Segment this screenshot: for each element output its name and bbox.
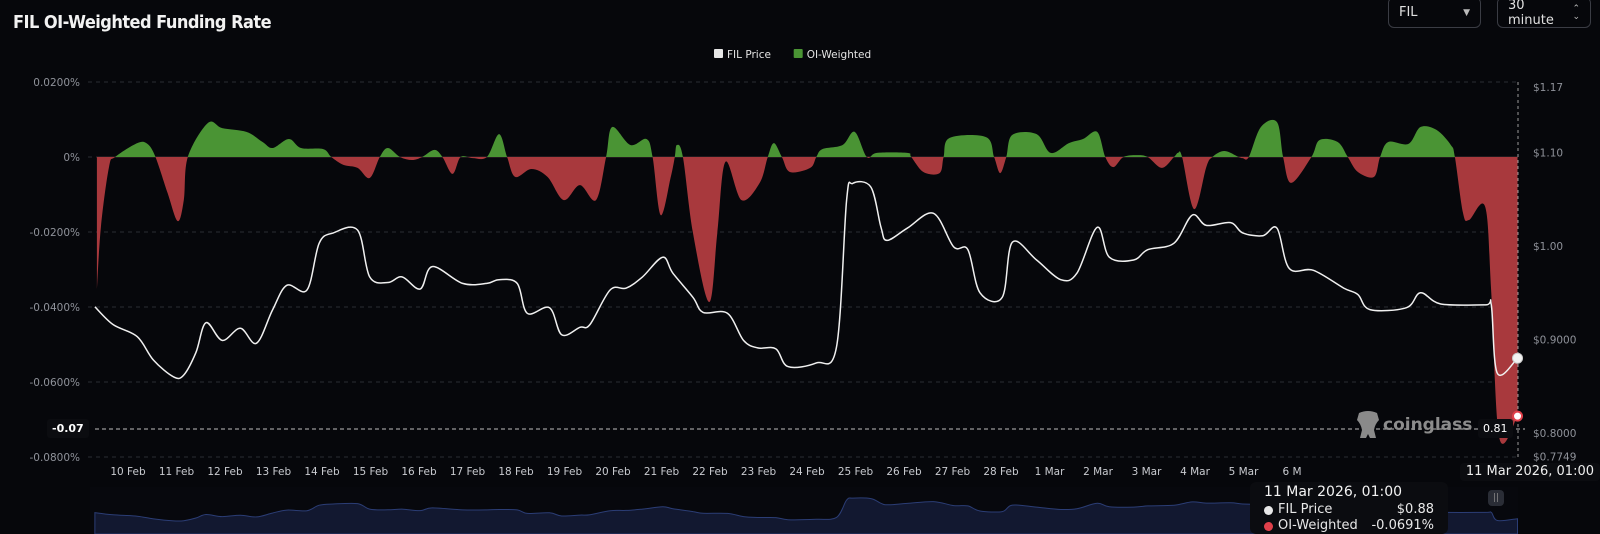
- symbol-select[interactable]: FIL ▼: [1388, 0, 1481, 28]
- right-tick-label: $1.10: [1533, 148, 1563, 160]
- tooltip-value: -0.0691%: [1371, 518, 1434, 533]
- x-tick-label: 16 Feb: [401, 466, 437, 478]
- symbol-select-value: FIL: [1399, 5, 1418, 20]
- x-tick-label: 17 Feb: [450, 466, 486, 478]
- page-title: FIL OI-Weighted Funding Rate: [13, 12, 272, 33]
- navigator-handle[interactable]: ||: [1488, 490, 1504, 506]
- interval-select[interactable]: 30 minute ⌃ ⌄: [1497, 0, 1591, 28]
- x-tick-label: 13 Feb: [256, 466, 292, 478]
- x-tick-label: 23 Feb: [741, 466, 777, 478]
- price-dot-icon: [1264, 505, 1273, 515]
- tooltip-label: FIL Price: [1278, 502, 1333, 517]
- coinglass-watermark: coinglass: [1355, 410, 1472, 440]
- x-tick-label: 15 Feb: [353, 466, 389, 478]
- left-tick-label: -0.0800%: [29, 452, 80, 464]
- right-tick-label: $1.00: [1533, 241, 1563, 253]
- x-tick-label: 4 Mar: [1180, 466, 1211, 478]
- legend-swatch: [714, 49, 723, 58]
- chevron-updown-icon: ⌃ ⌄: [1572, 3, 1580, 22]
- funding-dot-icon: [1264, 521, 1273, 531]
- tooltip-value: $0.88: [1396, 502, 1434, 517]
- left-tick-label: -0.0600%: [29, 377, 80, 389]
- right-tick-label: $0.8000: [1533, 428, 1576, 440]
- interval-select-value: 30 minute: [1508, 0, 1554, 28]
- crosshair-left-label: -0.07: [47, 419, 89, 438]
- coinglass-logo-icon: [1357, 411, 1379, 438]
- tooltip-date: 11 Mar 2026, 01:00: [1264, 484, 1403, 500]
- oi-weighted-positive-area: [96, 119, 1518, 157]
- x-tick-label: 2 Mar: [1083, 466, 1114, 478]
- x-tick-label: 11 Feb: [159, 466, 195, 478]
- right-tick-label: $0.9000: [1533, 335, 1576, 347]
- tooltip-label: OI-Weighted: [1278, 518, 1358, 533]
- legend-swatch: [793, 49, 803, 58]
- x-tick-label: 3 Mar: [1132, 466, 1163, 478]
- legend-label: FIL Price: [727, 49, 771, 61]
- x-tick-label: 12 Feb: [207, 466, 243, 478]
- x-tick-label: 20 Feb: [595, 466, 631, 478]
- left-tick-label: -0.0200%: [29, 227, 80, 239]
- tooltip-row-funding: OI-Weighted -0.0691%: [1264, 518, 1434, 534]
- x-tick-label: 10 Feb: [110, 466, 146, 478]
- caret-down-icon: ▼: [1463, 7, 1470, 18]
- watermark-text: coinglass: [1383, 415, 1473, 435]
- right-tick-label: $1.17: [1533, 82, 1563, 94]
- left-axis: 0.0200% 0% -0.0200% -0.0400% -0.0600% -0.0800…: [29, 77, 80, 464]
- left-tick-label: 0.0200%: [33, 77, 80, 89]
- legend: FIL Price OI-Weighted: [714, 49, 871, 61]
- crosshair-x-label: 11 Mar 2026, 01:00: [1459, 463, 1600, 481]
- x-tick-label: 1 Mar: [1035, 466, 1066, 478]
- price-end-marker: [1512, 352, 1524, 364]
- x-tick-label: 5 Mar: [1229, 466, 1260, 478]
- x-tick-label: 25 Feb: [838, 466, 874, 478]
- tooltip: 11 Mar 2026, 01:00 FIL Price $0.88 OI-We…: [1250, 482, 1448, 534]
- right-tick-label: $0.7749: [1533, 451, 1576, 463]
- x-tick-label: 6 M: [1282, 466, 1301, 478]
- funding-end-marker: [1512, 410, 1524, 422]
- left-tick-label: 0%: [63, 152, 80, 164]
- left-tick-label: -0.0400%: [29, 302, 80, 314]
- x-tick-label: 18 Feb: [498, 466, 534, 478]
- x-tick-label: 27 Feb: [935, 466, 971, 478]
- x-tick-label: 24 Feb: [789, 466, 825, 478]
- tooltip-row-price: FIL Price $0.88: [1264, 502, 1434, 518]
- x-axis: 10 Feb 11 Feb 12 Feb 13 Feb 14 Feb 15 Feb 16 F…: [110, 466, 1301, 478]
- x-tick-label: 19 Feb: [547, 466, 583, 478]
- x-tick-label: 14 Feb: [304, 466, 340, 478]
- x-tick-label: 28 Feb: [983, 466, 1019, 478]
- x-tick-label: 21 Feb: [644, 466, 680, 478]
- x-tick-label: 26 Feb: [886, 466, 922, 478]
- crosshair-right-label: 0.81: [1478, 419, 1513, 438]
- x-tick-label: 22 Feb: [692, 466, 728, 478]
- right-axis: $1.17 $1.10 $1.00 $0.9000 $0.8000 $0.7749: [1533, 82, 1576, 463]
- legend-label: OI-Weighted: [807, 49, 871, 61]
- end-markers: [1512, 352, 1524, 422]
- fil-price-line: [94, 180, 1519, 380]
